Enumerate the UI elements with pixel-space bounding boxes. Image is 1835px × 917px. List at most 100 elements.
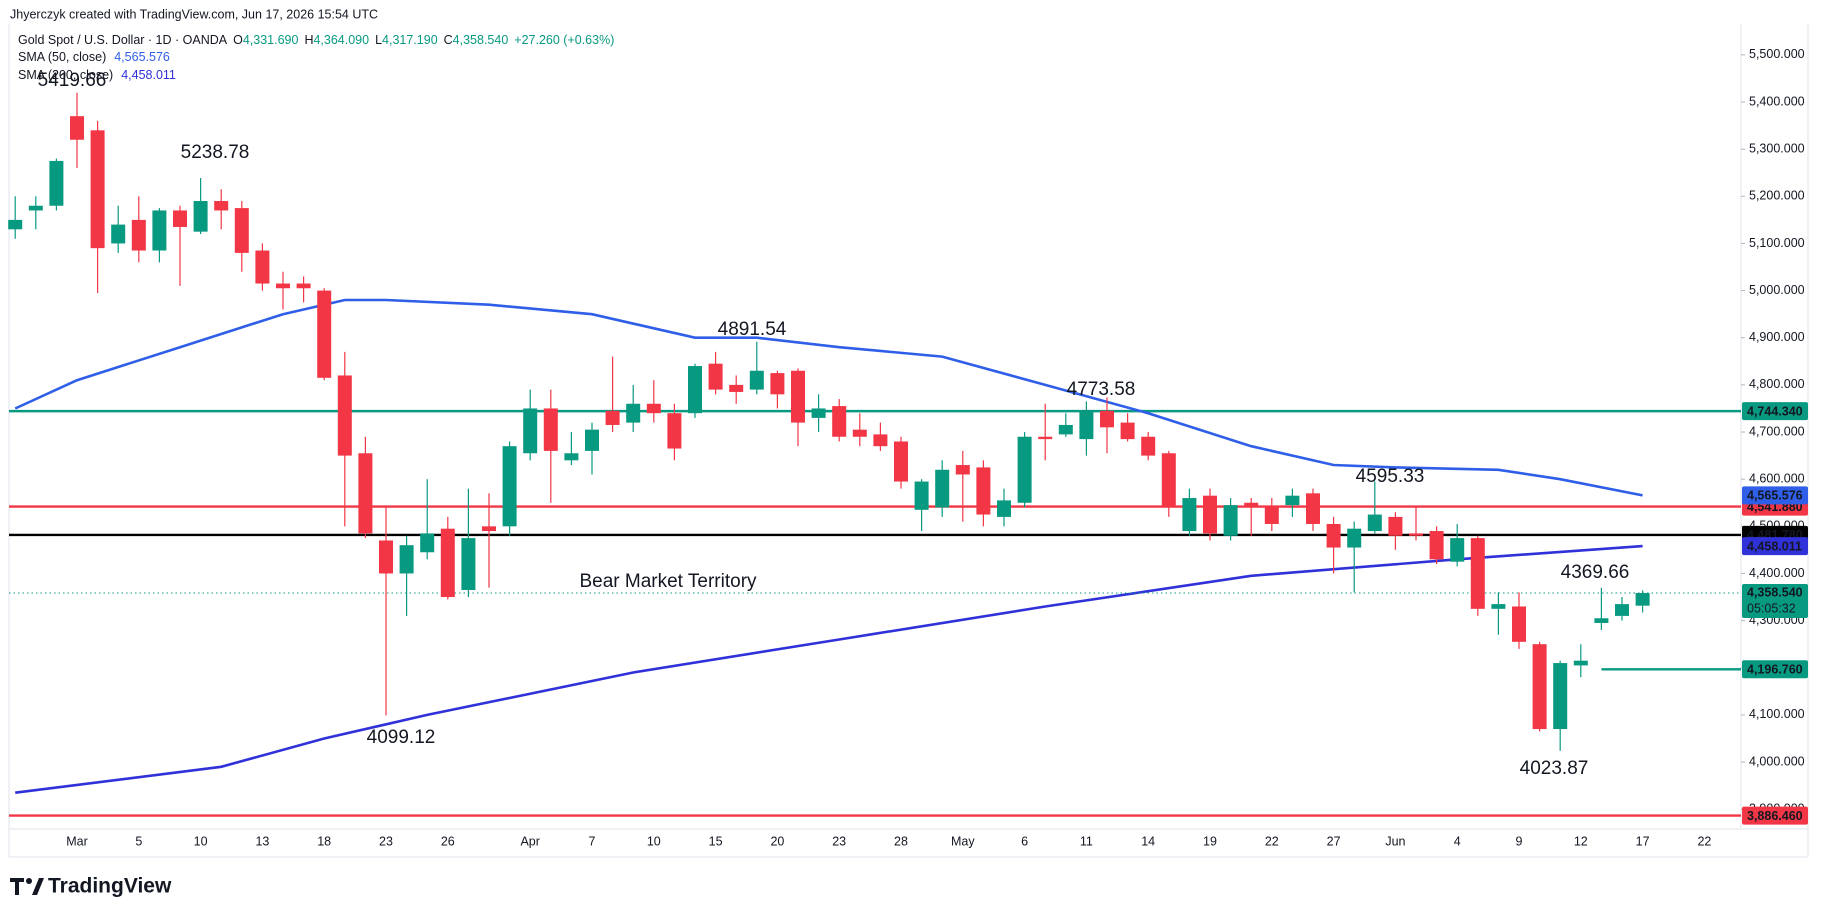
annotation: Bear Market Territory [579, 571, 757, 592]
y-tick-label: 5,100.000 [1749, 236, 1805, 250]
candle-body [791, 370, 805, 423]
candle-body [8, 219, 23, 230]
candle-body [852, 429, 867, 437]
y-tick-label: 4,400.000 [1749, 566, 1805, 580]
x-tick-label: 10 [194, 834, 208, 848]
x-tick-label: Jun [1385, 834, 1405, 848]
candle-body [605, 410, 620, 425]
level-tag [1742, 660, 1808, 679]
candle-body [317, 290, 332, 378]
annotation: 4595.33 [1356, 466, 1425, 487]
last-price-label: 4,358.540 [1747, 585, 1803, 599]
candle-body [1326, 523, 1341, 548]
candle-body [894, 441, 908, 482]
candle-body [1120, 422, 1135, 440]
x-tick-label: 27 [1327, 834, 1341, 848]
sma-tag [1742, 486, 1808, 505]
candle-body [749, 370, 764, 390]
x-tick-label: Apr [520, 834, 539, 848]
x-tick-label: 11 [1080, 834, 1093, 848]
candle-body [70, 116, 84, 140]
candle-body [1244, 502, 1259, 508]
y-tick-label: 5,000.000 [1749, 283, 1805, 297]
x-tick-label: 7 [589, 834, 596, 848]
x-tick-label: 22 [1697, 834, 1711, 848]
x-tick-label: 10 [647, 834, 661, 848]
candle-body [729, 384, 744, 392]
candle-body [1161, 453, 1176, 508]
indicator-legend: SMA (200, close) 4,458.011 [18, 68, 176, 82]
ohlc-value: 4,364.090 [313, 33, 369, 47]
ohlc-value: 4,331.690 [243, 33, 299, 47]
candle-body [28, 205, 43, 211]
y-tick-label: 4,600.000 [1749, 471, 1805, 485]
y-tick-label: 5,500.000 [1749, 47, 1805, 61]
candle-body [1367, 514, 1382, 532]
x-tick-label: 4 [1454, 834, 1461, 848]
candle-body [1429, 531, 1444, 560]
candle-body [1141, 436, 1156, 456]
indicator-value: 4,565.576 [114, 50, 170, 64]
y-tick-label: 5,200.000 [1749, 189, 1805, 203]
candle-body [1306, 493, 1320, 524]
candle-body [688, 366, 702, 414]
candle-body [811, 408, 826, 418]
countdown-label: 05:05:32 [1747, 601, 1796, 615]
candle-body [1512, 606, 1526, 642]
candle-body [1450, 538, 1465, 562]
symbol-line: Gold Spot / U.S. Dollar · 1D · OANDA O4,3… [18, 33, 614, 47]
candle-body [1635, 593, 1650, 606]
candle-body [1553, 663, 1568, 730]
candle-body [1203, 495, 1217, 534]
ohlc-value: 4,317.190 [382, 33, 438, 47]
x-tick-label: 12 [1574, 834, 1588, 848]
sma-tag-label: 4,565.576 [1747, 489, 1803, 503]
x-tick-label: 26 [441, 834, 455, 848]
candle-body [1532, 644, 1547, 730]
y-tick-label: 4,100.000 [1749, 707, 1805, 721]
annotation: 4891.54 [718, 319, 787, 340]
y-tick-label: 4,700.000 [1749, 424, 1805, 438]
candle-body [543, 408, 558, 451]
x-tick-label: 19 [1203, 834, 1217, 848]
candle-body [337, 375, 352, 456]
candle-body [997, 500, 1011, 517]
x-tick-label: 28 [894, 834, 908, 848]
sma-tag [1742, 537, 1808, 556]
candle-body [1409, 533, 1423, 536]
y-tick-label: 5,400.000 [1749, 94, 1805, 108]
candle-body [214, 201, 229, 211]
candle-body [255, 250, 270, 284]
candle-body [379, 540, 393, 574]
candle-body [1470, 538, 1485, 609]
candle-body [1491, 604, 1506, 609]
annotation: 4369.66 [1561, 562, 1630, 583]
candle-body [1388, 516, 1403, 536]
candle-body [626, 403, 641, 423]
y-tick-label: 4,000.000 [1749, 754, 1805, 768]
candle-body [276, 283, 290, 289]
annotation: 4023.87 [1520, 758, 1589, 779]
x-tick-label: 22 [1265, 834, 1279, 848]
candle-body [234, 208, 249, 253]
annotation: 4773.58 [1067, 379, 1136, 400]
candle-body [976, 467, 991, 515]
ohlc-key: O [233, 33, 243, 47]
candle-body [770, 373, 785, 395]
candle-body [1038, 436, 1053, 440]
candle-body [873, 434, 888, 447]
level-tag-label: 4,744.340 [1747, 404, 1803, 418]
candle-body [1058, 424, 1073, 435]
annotation: 4099.12 [367, 727, 436, 748]
candle-body [564, 453, 579, 461]
candle-body [482, 526, 496, 532]
y-tick-label: 5,300.000 [1749, 141, 1805, 155]
ohlc-value: 4,358.540 [453, 33, 509, 47]
level-tag-label: 3,886.460 [1747, 809, 1803, 823]
x-tick-label: Mar [66, 834, 88, 848]
x-tick-label: 20 [770, 834, 784, 848]
author-line: Jhyerczyk created with TradingView.com, … [10, 7, 378, 21]
candle-body [1182, 498, 1197, 532]
candle-body [1347, 528, 1362, 548]
indicator-value: 4,458.011 [121, 68, 176, 82]
